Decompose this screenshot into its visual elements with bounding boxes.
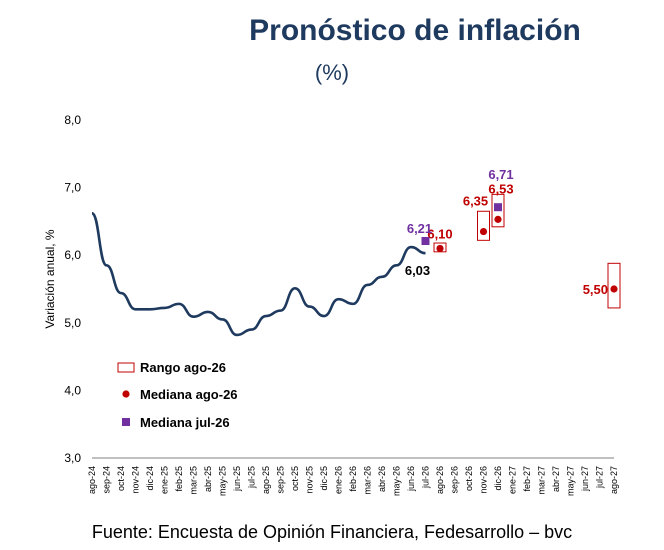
x-tick-label: abr-25 (203, 466, 213, 492)
x-tick-label: may-27 (566, 466, 576, 496)
x-tick-label: may-26 (392, 466, 402, 496)
page-title: Pronóstico de inflación (249, 14, 581, 47)
median-ago26-point (610, 285, 618, 293)
x-tick-label: mar-25 (189, 466, 199, 495)
inflation-history-line (90, 211, 426, 337)
median-ago26-label: 5,50 (583, 282, 608, 297)
legend-range-swatch (117, 362, 135, 373)
x-tick-label: nov-25 (305, 466, 315, 494)
y-tick-label: 8,0 (64, 113, 81, 127)
y-tick-label: 3,0 (64, 451, 81, 465)
median-ago26-point (479, 227, 488, 236)
y-tick-label: 7,0 (64, 181, 81, 195)
x-tick-label: nov-26 (479, 466, 489, 494)
x-tick-label: abr-27 (551, 466, 561, 492)
x-tick-label: feb-26 (348, 466, 358, 492)
x-tick-label: sep-25 (276, 466, 286, 494)
y-tick-label: 6,0 (64, 248, 81, 262)
y-tick-label: 5,0 (64, 316, 81, 330)
x-tick-label: ene-26 (334, 466, 344, 494)
median-ago26-point (436, 244, 444, 253)
x-tick-label: mar-26 (363, 466, 373, 495)
x-tick-label: ene-27 (508, 466, 518, 494)
last-value-label: 6,03 (405, 263, 430, 278)
x-tick-label: ago-24 (87, 466, 97, 494)
x-tick-label: oct-26 (464, 466, 474, 491)
x-tick-label: jul-27 (595, 466, 605, 489)
median-jul26-label: 6,71 (488, 167, 513, 182)
x-tick-label: mar-27 (537, 466, 547, 495)
page-subtitle: (%) (314, 60, 350, 85)
legend-median-ago26-swatch (122, 390, 130, 398)
x-tick-label: ago-25 (261, 466, 271, 494)
x-tick-label: jun-27 (580, 466, 590, 492)
median-ago26-label: 6,35 (463, 194, 488, 209)
y-axis-label: Variación anual, % (43, 229, 57, 329)
x-tick-label: sep-24 (102, 466, 112, 494)
x-tick-label: nov-24 (131, 466, 141, 494)
x-tick-label: ago-26 (435, 466, 445, 494)
y-tick-label: 4,0 (64, 383, 81, 397)
median-ago26-label: 6,53 (488, 181, 513, 196)
x-tick-label: sep-26 (450, 466, 460, 494)
median-jul26-point (421, 237, 430, 246)
legend-median-ago26-label: Mediana ago-26 (140, 387, 238, 402)
x-tick-label: dic-24 (145, 466, 155, 491)
x-tick-label: abr-26 (377, 466, 387, 492)
range-box (491, 193, 505, 228)
legend-median-jul26-swatch (122, 418, 130, 426)
x-tick-label: jul-25 (247, 466, 257, 489)
x-tick-label: oct-24 (116, 466, 126, 491)
x-tick-label: feb-25 (174, 466, 184, 492)
median-jul26-point (494, 203, 502, 212)
median-jul26-label: 6,21 (407, 221, 432, 236)
x-tick-label: may-25 (218, 466, 228, 496)
range-box (477, 210, 490, 241)
median-ago26-point (494, 215, 502, 223)
x-tick-label: ene-25 (160, 466, 170, 494)
x-tick-label: ago-27 (609, 466, 619, 494)
source-note: Fuente: Encuesta de Opinión Financiera, … (91, 522, 573, 542)
x-tick-label: jul-26 (421, 466, 431, 489)
median-ago26-label: 6,10 (427, 226, 452, 241)
x-tick-label: jun-25 (232, 466, 242, 492)
x-tick-label: jun-26 (406, 466, 416, 492)
x-tick-label: oct-25 (290, 466, 300, 491)
x-tick-label: feb-27 (522, 466, 532, 492)
x-tick-label: dic-25 (319, 466, 329, 491)
x-tick-label: dic-26 (493, 466, 503, 491)
range-box (607, 262, 621, 309)
legend-median-jul26-label: Mediana jul-26 (140, 415, 230, 430)
legend-range-label: Rango ago-26 (140, 360, 226, 375)
